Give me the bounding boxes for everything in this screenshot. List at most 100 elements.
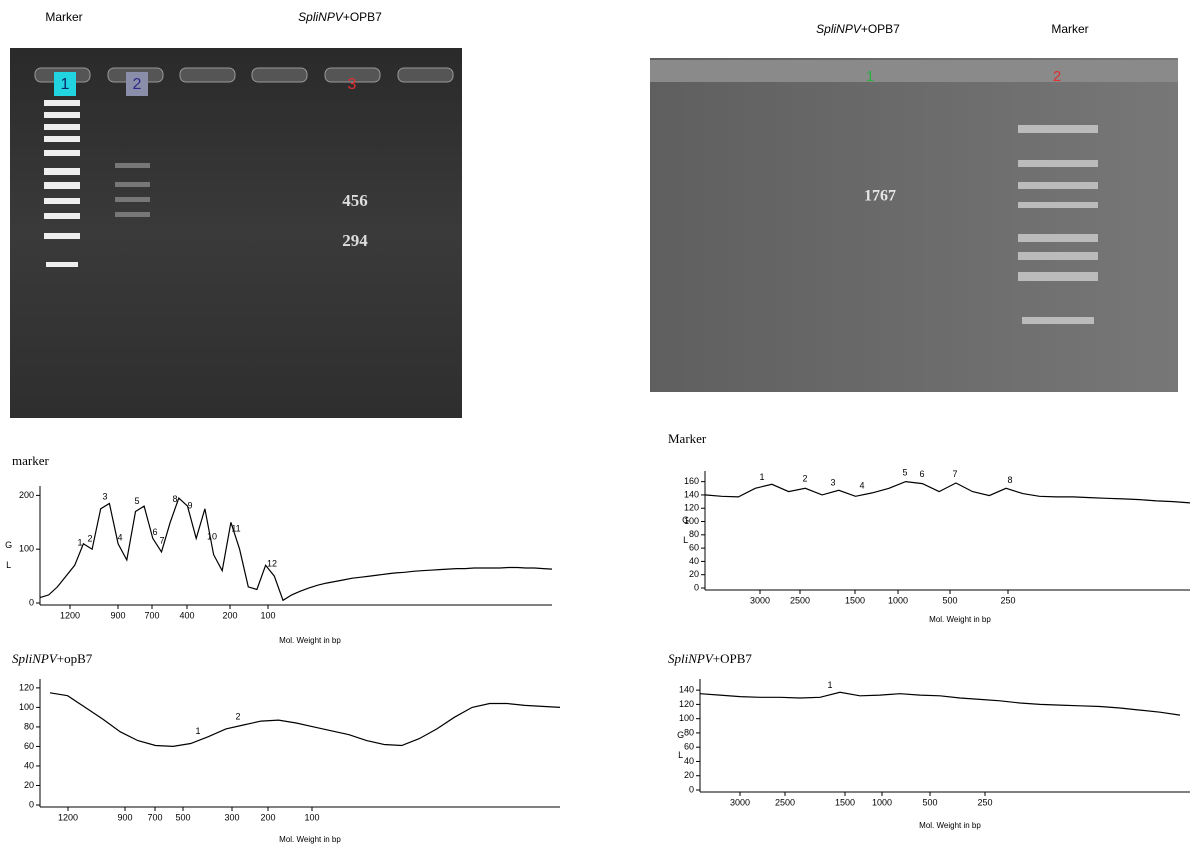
x-tick-label: 200 [260, 812, 275, 822]
y-tick-label: 60 [689, 542, 699, 552]
y-tick-label: 80 [684, 727, 694, 737]
lane-label: 1 [866, 68, 874, 85]
wells [34, 67, 454, 83]
y-tick-label: 100 [684, 516, 699, 526]
y-tick-label: 120 [679, 699, 694, 709]
gel-left: 1 2 3 456 294 Marker SpliNPV+OPB7 [10, 10, 462, 418]
y-tick-label: 100 [19, 702, 34, 712]
y-tick-label: 20 [24, 780, 34, 790]
header-rest: +OPB7 [343, 10, 382, 24]
line-chart: SpliNPV+opB7 Mol. Weight in bp 0 20 40 60 80 10… [12, 651, 561, 844]
x-tick-label: 250 [977, 797, 992, 807]
x-tick-label: 700 [147, 812, 162, 822]
band-label: 1767 [864, 188, 896, 205]
y-tick-label: 60 [24, 741, 34, 751]
lane-label: 1 [61, 76, 70, 93]
lane-badge [126, 72, 148, 96]
y-tick-label: 140 [684, 489, 699, 499]
lane-badge [54, 72, 76, 96]
peak-label: 1 [827, 680, 832, 690]
x-tick-label: 1200 [60, 610, 80, 620]
y-tick-label: 40 [689, 556, 699, 566]
x-tick-label: 100 [260, 610, 275, 620]
y-tick-label: 0 [694, 582, 699, 592]
gel-header: SpliNPV+OPB7 [298, 10, 382, 24]
x-axis-label: Mol. Weight in bp [919, 821, 981, 830]
peak-label: 7 [159, 536, 164, 546]
header-italic: SpliNPV [816, 22, 862, 36]
y-tick-label: 160 [684, 476, 699, 486]
peak-label: 2 [235, 712, 240, 722]
peak-label: 1 [759, 472, 764, 482]
x-axis-label: Mol. Weight in bp [279, 636, 341, 645]
y-tick-label: 0 [29, 799, 34, 809]
chart-title: SpliNPV+opB7 [12, 651, 93, 666]
y-tick-label: 200 [19, 490, 34, 500]
x-tick-label: 400 [179, 610, 194, 620]
x-tick-label: 250 [1000, 595, 1015, 605]
peak-label: 4 [117, 533, 122, 543]
x-axis-label: Mol. Weight in bp [929, 615, 991, 624]
peak-label: 3 [102, 492, 107, 502]
peak-label: 11 [231, 523, 240, 533]
peak-label: 8 [1007, 475, 1012, 485]
title-rest: +OPB7 [713, 651, 753, 666]
y-tick-label: 80 [689, 529, 699, 539]
x-tick-label: 1500 [845, 595, 865, 605]
x-tick-label: 3000 [730, 797, 750, 807]
sample-bands [115, 163, 150, 217]
trace [39, 497, 553, 602]
y-tick-label: 40 [24, 760, 34, 770]
y-tick-label: 60 [684, 742, 694, 752]
x-tick-label: 1000 [888, 595, 908, 605]
y-tick-label: 100 [679, 713, 694, 723]
peak-label: 5 [902, 467, 907, 477]
peak-label: 9 [187, 501, 192, 511]
peak-label: 1 [77, 538, 82, 548]
peak-label: 10 [207, 532, 217, 542]
wells [650, 60, 1178, 82]
ladder-bands [44, 100, 80, 267]
trace [49, 692, 561, 748]
x-axis-label: Mol. Weight in bp [279, 835, 341, 844]
y-tick-label: 120 [684, 503, 699, 513]
gel-right: 1 2 1767 SpliNPV+OPB7 Marker [650, 22, 1178, 392]
x-tick-label: 700 [144, 610, 159, 620]
x-tick-label: 2500 [775, 797, 795, 807]
peak-label: 8 [172, 494, 177, 504]
peak-label: 1 [195, 726, 200, 736]
trace [699, 691, 1181, 716]
peak-label: 12 [267, 559, 277, 569]
y-tick-label: 20 [689, 569, 699, 579]
title-italic: SpliNPV [12, 651, 59, 666]
y-tick-label: 80 [24, 721, 34, 731]
band-label: 456 [342, 191, 368, 210]
line-chart: SpliNPV+OPB7 G L Mol. Weight in bp 0 20 40 60 8… [668, 651, 1190, 830]
x-tick-label: 300 [224, 812, 239, 822]
lane-label: 2 [1053, 68, 1061, 85]
header-rest: +OPB7 [861, 22, 900, 36]
y-tick-label: 0 [689, 784, 694, 794]
peak-label: 6 [152, 527, 157, 537]
x-tick-label: 900 [117, 812, 132, 822]
peak-label: 3 [830, 477, 835, 487]
gel-header: Marker [1051, 22, 1088, 36]
trace [704, 480, 1190, 504]
chart-title: Marker [668, 431, 707, 446]
x-tick-label: 500 [922, 797, 937, 807]
y-tick-label: 140 [679, 685, 694, 695]
x-tick-label: 500 [942, 595, 957, 605]
y-tick-label: 20 [684, 770, 694, 780]
peak-label: 5 [134, 496, 139, 506]
y-tick-label: 40 [684, 756, 694, 766]
y-tick-label: 120 [19, 682, 34, 692]
peak-label: 4 [859, 480, 864, 490]
x-tick-label: 1200 [58, 812, 78, 822]
gel-header: Marker [45, 10, 82, 24]
band-label: 294 [342, 231, 368, 250]
gel-image [10, 48, 462, 418]
y-axis-label: G L [676, 730, 686, 760]
